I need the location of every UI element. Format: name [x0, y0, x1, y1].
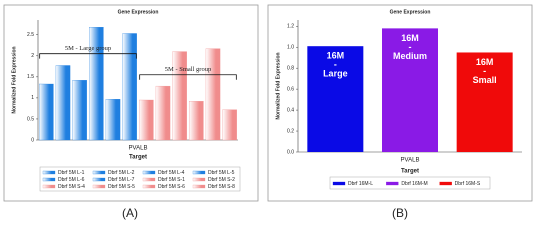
legend-label: Dbrf 16M-M — [401, 181, 427, 187]
legend-label: Dbrf 5M L-6 — [58, 177, 85, 183]
bar — [382, 28, 438, 153]
legend-label: Dbrf 16M-L — [348, 181, 373, 187]
panel-label: (A) — [122, 206, 138, 220]
bar — [205, 48, 221, 141]
y-tick-label: 1 — [31, 95, 34, 101]
legend-swatch — [42, 184, 56, 189]
y-axis-label: Normalized Fold Expression — [275, 52, 281, 119]
y-tick-label: 2.5 — [27, 32, 34, 38]
bar-label: 16M — [476, 57, 494, 67]
legend-swatch — [42, 170, 56, 175]
bar — [89, 27, 104, 141]
y-tick-label: 0.5 — [27, 116, 34, 122]
legend-swatch — [332, 181, 346, 186]
bar-label: - — [334, 60, 337, 70]
legend-label: Dbrf 5M S-8 — [208, 184, 235, 190]
bar — [307, 46, 364, 152]
bar-label: 16M — [327, 51, 345, 61]
y-tick-label: 1.2 — [287, 24, 294, 30]
legend-swatch — [192, 170, 206, 175]
legend-swatch — [192, 184, 206, 189]
y-tick-label: 0.0 — [287, 149, 294, 155]
legend-label: Dbrf 5M S-6 — [158, 184, 185, 190]
figure: (A) (B) Gene Expression Normalized Fold E… — [3, 4, 533, 220]
y-tick-label: 1.5 — [27, 74, 34, 80]
legend-label: Dbrf 5M L-4 — [158, 170, 185, 176]
bar — [172, 51, 187, 141]
bar-label: Small — [473, 75, 497, 85]
legend-swatch — [92, 177, 106, 182]
group-bracket — [39, 53, 137, 59]
y-tick-label: 0.8 — [287, 66, 294, 72]
legend-title: Target — [401, 169, 419, 175]
legend-swatch — [386, 181, 399, 186]
y-tick-label: 0.6 — [287, 86, 294, 92]
bar — [222, 109, 237, 141]
x-tick-label: PVALB — [401, 158, 420, 164]
bar-label: Large — [323, 69, 348, 79]
legend-label: Dbrf 5M L-1 — [58, 170, 85, 176]
legend-swatch — [439, 181, 452, 186]
legend-swatch — [142, 177, 156, 182]
x-tick-label: PVALB — [129, 146, 148, 152]
legend-swatch — [192, 177, 206, 182]
bar — [105, 99, 121, 141]
bar-label: - — [483, 66, 486, 76]
legend-box — [39, 166, 241, 192]
legend-label: Dbrf 5M L-7 — [108, 177, 135, 183]
annotation: 5M - Small group — [165, 66, 211, 73]
annotation: 5M - Large group — [65, 45, 111, 52]
y-tick-label: 0 — [31, 137, 34, 143]
legend-box — [329, 176, 491, 190]
panel-label: (B) — [392, 206, 408, 220]
bar — [456, 52, 513, 152]
chart-title: Gene Expression — [118, 9, 159, 15]
y-tick-label: 1.0 — [287, 45, 294, 51]
legend-title: Target — [129, 155, 147, 161]
bar — [72, 80, 87, 141]
y-tick-label: 0.2 — [287, 128, 294, 134]
legend-label: Dbrf 16M-S — [455, 181, 481, 187]
bar — [155, 85, 171, 141]
bar-label: 16M — [401, 33, 419, 43]
legend-swatch — [92, 184, 106, 189]
legend-swatch — [92, 170, 106, 175]
bar — [55, 65, 71, 141]
bar-label: - — [409, 42, 412, 52]
bar — [122, 33, 137, 141]
y-tick-label: 0.4 — [287, 107, 294, 113]
legend-label: Dbrf 5M S-4 — [58, 184, 85, 190]
legend-label: Dbrf 5M S-2 — [208, 177, 235, 183]
group-bracket — [139, 74, 237, 80]
panel-frame — [3, 4, 259, 202]
panel-frame — [267, 4, 533, 202]
bar — [39, 83, 54, 141]
legend-swatch — [142, 184, 156, 189]
y-axis-label: Normalized Fold Expression — [11, 46, 17, 113]
bar-label: Medium — [393, 51, 427, 61]
legend-swatch — [142, 170, 156, 175]
legend-swatch — [42, 177, 56, 182]
legend-label: Dbrf 5M L-5 — [208, 170, 235, 176]
bar — [139, 99, 154, 141]
bar — [189, 101, 204, 141]
y-tick-label: 2 — [31, 53, 34, 59]
chart-title: Gene Expression — [390, 9, 431, 15]
legend-label: Dbrf 5M S-5 — [108, 184, 135, 190]
legend-label: Dbrf 5M S-1 — [158, 177, 185, 183]
legend-label: Dbrf 5M L-2 — [108, 170, 135, 176]
